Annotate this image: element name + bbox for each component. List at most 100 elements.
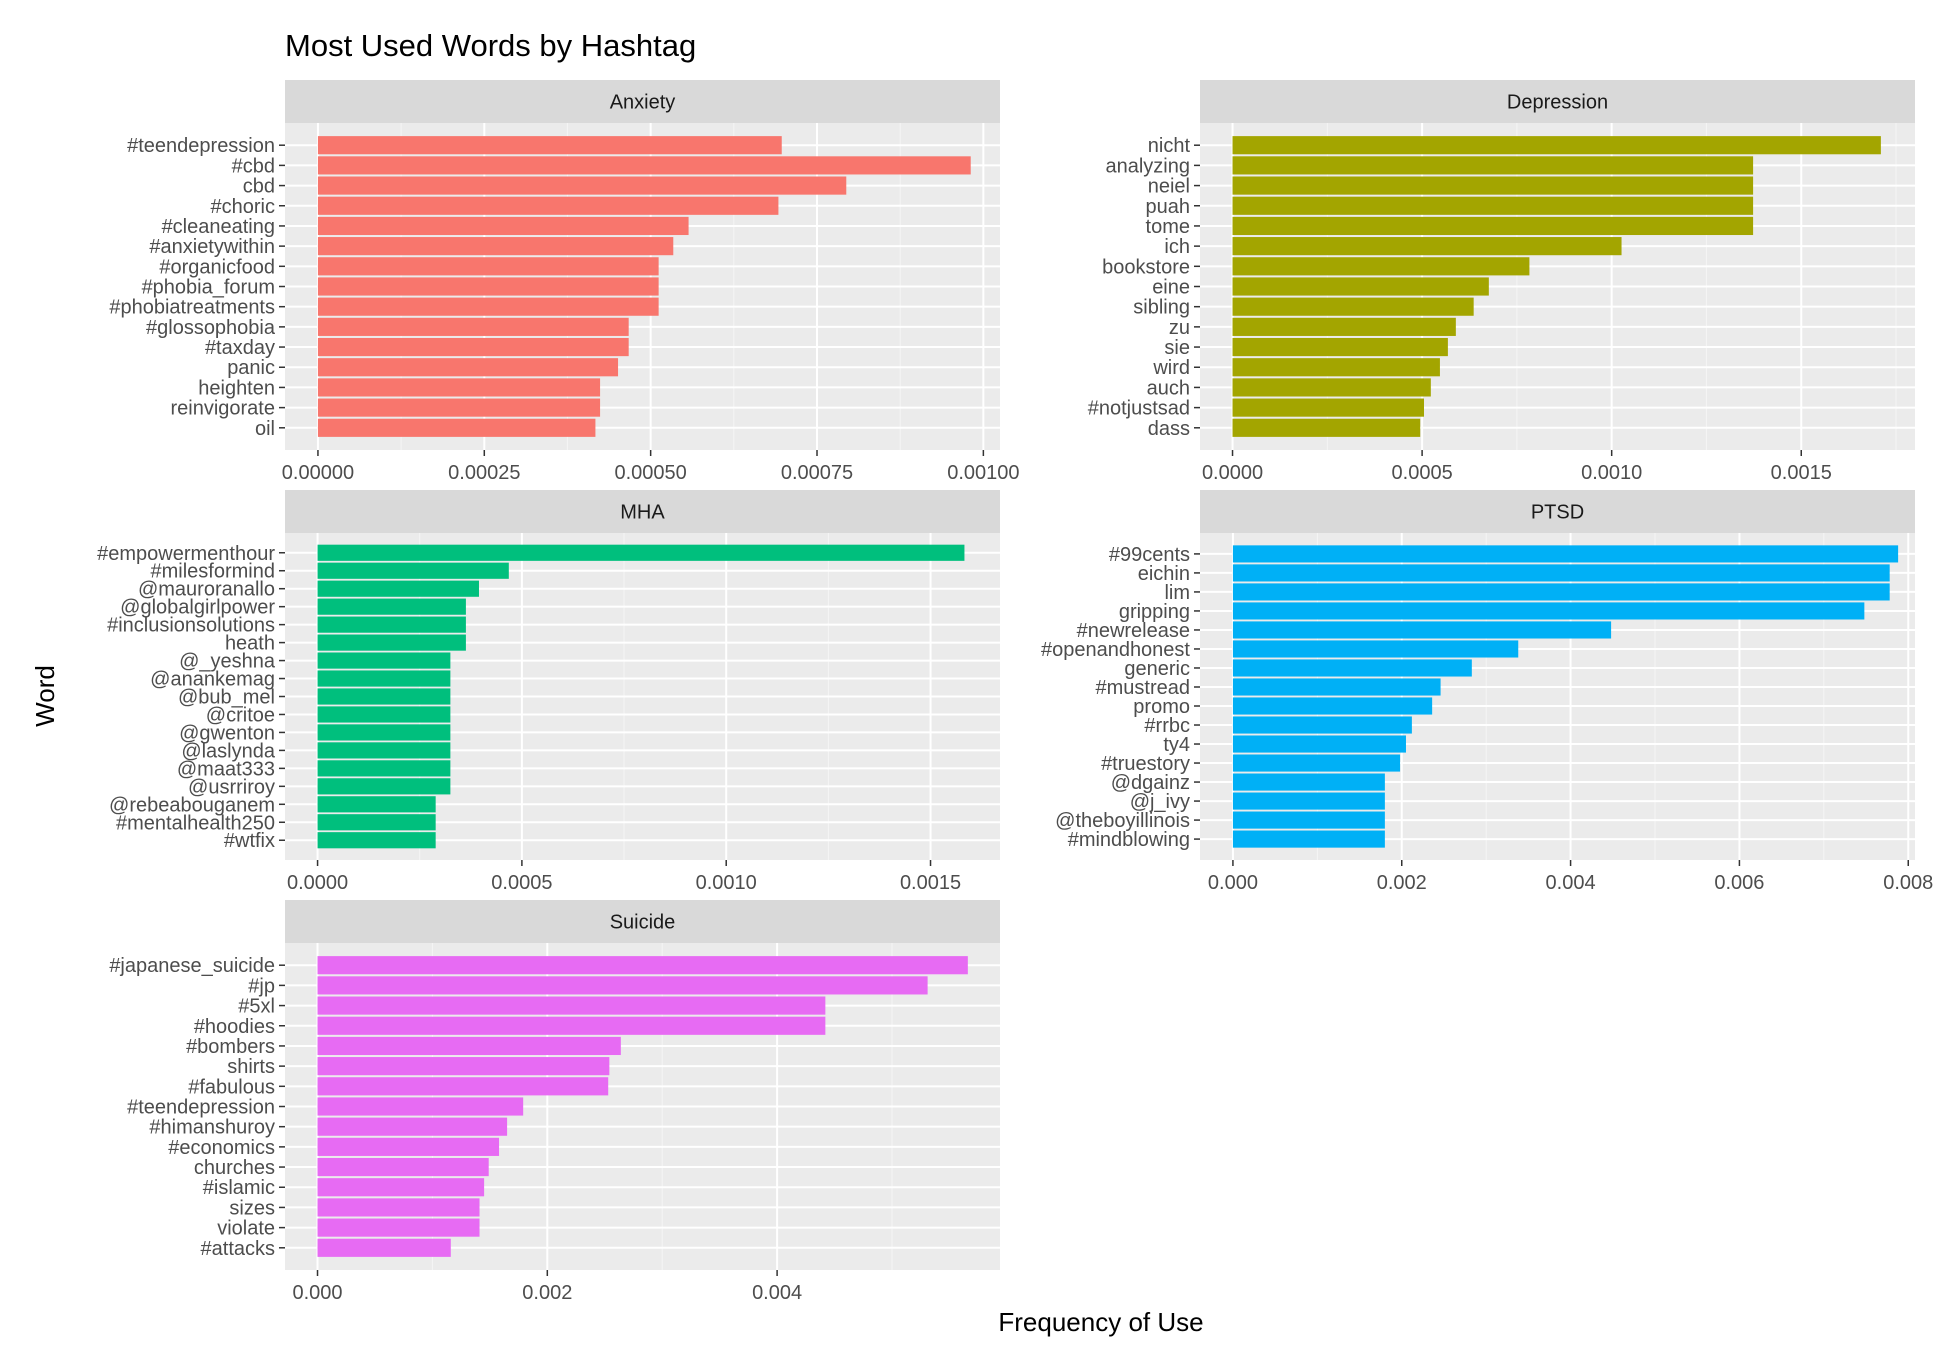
x-tick-label: 0.006 — [1714, 872, 1764, 894]
bar — [317, 358, 619, 377]
bar — [1232, 337, 1448, 357]
y-tick-label: dass — [1148, 418, 1190, 440]
bar — [317, 337, 629, 357]
y-tick-label: #teendepression — [127, 135, 275, 157]
bar — [317, 996, 826, 1015]
y-tick-label: #jp — [248, 975, 275, 997]
y-tick-label: #wtfix — [224, 830, 275, 852]
y-tick-label: #5xl — [238, 996, 275, 1018]
bar — [317, 652, 451, 669]
y-tick-label: panic — [227, 357, 275, 379]
bar — [1232, 735, 1406, 753]
y-tick-label: #attacks — [201, 1238, 275, 1260]
y-tick-label: analyzing — [1105, 155, 1190, 177]
y-tick-label: promo — [1133, 696, 1190, 718]
bar — [1232, 792, 1385, 810]
bar — [317, 1157, 489, 1177]
facet-strip-label: Depression — [1507, 92, 1608, 114]
facet-strip-label: Suicide — [610, 912, 676, 934]
y-tick-label: @laslynda — [181, 740, 276, 762]
bar — [317, 544, 965, 561]
bar — [317, 956, 968, 975]
x-tick-label: 0.0005 — [1392, 462, 1453, 484]
y-tick-label: #phobia_forum — [142, 277, 275, 299]
bar — [1232, 754, 1401, 772]
facet-strip — [285, 490, 1000, 533]
y-tick-label: heath — [225, 633, 275, 655]
facet-suicide: Suicide#japanese_suicide#jp#5xl#hoodies#… — [109, 900, 1000, 1304]
y-tick-label: @rebeabouganem — [109, 794, 275, 816]
bar — [317, 216, 689, 236]
bar — [317, 418, 596, 437]
x-tick-label: 0.002 — [1377, 872, 1427, 894]
bar — [317, 1137, 500, 1156]
x-tick-label: 0.0015 — [900, 872, 961, 894]
x-tick-label: 0.000 — [1208, 872, 1258, 894]
bar — [317, 1178, 485, 1197]
y-tick-label: #mindblowing — [1068, 829, 1190, 851]
bar — [1232, 257, 1530, 276]
bar — [317, 580, 479, 597]
bar — [1232, 277, 1489, 296]
bar — [317, 398, 601, 417]
bar — [317, 317, 629, 336]
bar — [1232, 317, 1456, 336]
x-tick-label: 0.0000 — [1202, 462, 1263, 484]
y-tick-label: @globalgirlpower — [120, 597, 275, 619]
y-tick-label: ty4 — [1163, 734, 1190, 756]
bar — [317, 1117, 508, 1136]
y-tick-label: #newrelease — [1077, 620, 1190, 642]
y-tick-label: #hoodies — [194, 1016, 275, 1038]
facet-strip — [1200, 490, 1915, 533]
x-tick-label: 0.0010 — [1581, 462, 1642, 484]
bar — [1232, 602, 1865, 620]
y-tick-label: #milesformind — [151, 561, 275, 583]
facet-strip-label: MHA — [620, 502, 665, 524]
y-tick-label: #cbd — [232, 155, 275, 177]
bar — [317, 257, 659, 276]
y-tick-label: @j_ivy — [1130, 791, 1190, 813]
y-tick-label: puah — [1146, 196, 1191, 218]
y-tick-label: zu — [1169, 317, 1190, 339]
y-tick-label: #organicfood — [159, 256, 275, 278]
y-tick-label: ich — [1164, 236, 1190, 258]
facet-strip — [285, 900, 1000, 943]
y-axis-title: Word — [30, 665, 60, 727]
bar — [1232, 196, 1754, 215]
y-tick-label: #himanshuroy — [149, 1117, 275, 1139]
y-tick-label: auch — [1147, 377, 1190, 399]
y-tick-label: #anxietywithin — [149, 236, 275, 258]
bar — [1232, 811, 1385, 829]
bar — [317, 176, 847, 195]
x-tick-label: 0.002 — [522, 1282, 572, 1304]
facet-strip-label: PTSD — [1531, 502, 1584, 524]
y-tick-label: #taxday — [205, 337, 275, 359]
y-tick-label: churches — [194, 1157, 275, 1179]
bar — [317, 688, 451, 705]
x-tick-label: 0.00100 — [947, 462, 1019, 484]
x-tick-label: 0.00025 — [448, 462, 520, 484]
bar — [1232, 156, 1754, 175]
y-tick-label: @theboyillinois — [1055, 810, 1190, 832]
y-tick-label: #inclusionsolutions — [107, 615, 275, 637]
y-tick-label: wird — [1152, 357, 1190, 379]
y-tick-label: #mentalhealth250 — [116, 812, 275, 834]
bar — [317, 724, 451, 741]
bar — [1232, 358, 1440, 377]
bar — [1232, 418, 1421, 437]
y-tick-label: #99cents — [1109, 544, 1190, 566]
facet-depression: Depression nichtanalyzingneielpuahtomeich… — [1088, 80, 1915, 484]
bar — [317, 562, 509, 579]
y-tick-label: violate — [217, 1218, 275, 1240]
bar — [1232, 583, 1890, 601]
y-tick-label: generic — [1124, 658, 1190, 680]
bar — [1232, 378, 1431, 397]
bar — [317, 277, 659, 296]
bar — [317, 742, 451, 759]
x-axis-title: Frequency of Use — [998, 1307, 1203, 1337]
bar — [317, 1198, 480, 1217]
y-tick-label: #economics — [168, 1137, 275, 1159]
bar — [317, 156, 971, 175]
bar — [1232, 773, 1385, 791]
